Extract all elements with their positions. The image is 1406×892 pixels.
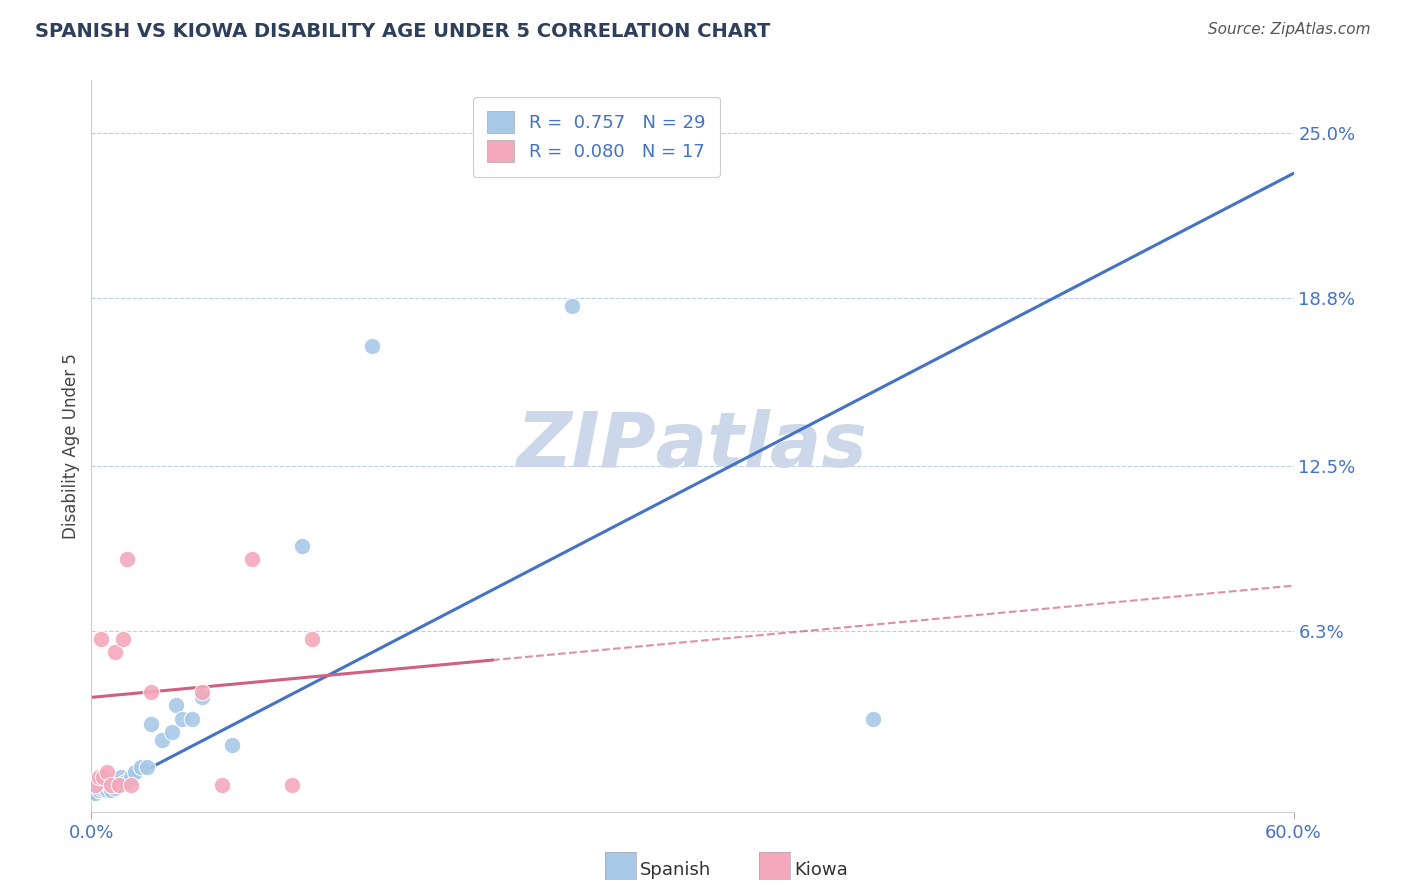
Point bbox=[121, 778, 143, 792]
Point bbox=[150, 732, 173, 747]
Point bbox=[96, 764, 118, 779]
Point bbox=[93, 770, 115, 784]
Point bbox=[360, 339, 382, 353]
Point bbox=[90, 632, 112, 646]
Point bbox=[93, 778, 115, 792]
Point bbox=[89, 783, 111, 797]
Point bbox=[84, 786, 107, 800]
Point bbox=[89, 770, 111, 784]
Point bbox=[108, 778, 131, 792]
Text: Source: ZipAtlas.com: Source: ZipAtlas.com bbox=[1208, 22, 1371, 37]
Point bbox=[121, 770, 143, 784]
Point bbox=[160, 725, 183, 739]
Point bbox=[104, 645, 127, 659]
Point bbox=[103, 775, 125, 789]
Point bbox=[211, 778, 233, 792]
Point bbox=[240, 552, 263, 566]
Point bbox=[96, 783, 118, 797]
Point bbox=[100, 778, 122, 792]
Point bbox=[117, 552, 139, 566]
Point bbox=[104, 780, 127, 795]
Text: ZIP​atlas: ZIP​atlas bbox=[517, 409, 868, 483]
Legend: R =  0.757   N = 29, R =  0.080   N = 17: R = 0.757 N = 29, R = 0.080 N = 17 bbox=[472, 96, 720, 177]
Text: Spanish: Spanish bbox=[640, 861, 711, 879]
Y-axis label: Disability Age Under 5: Disability Age Under 5 bbox=[62, 353, 80, 539]
Point bbox=[94, 780, 117, 795]
Point bbox=[131, 759, 153, 773]
Point bbox=[862, 712, 884, 726]
Text: Kiowa: Kiowa bbox=[794, 861, 848, 879]
Point bbox=[170, 712, 193, 726]
Point bbox=[84, 778, 107, 792]
Point bbox=[114, 775, 136, 789]
Point bbox=[112, 632, 135, 646]
Point bbox=[561, 299, 583, 313]
Point bbox=[141, 685, 163, 699]
Text: SPANISH VS KIOWA DISABILITY AGE UNDER 5 CORRELATION CHART: SPANISH VS KIOWA DISABILITY AGE UNDER 5 … bbox=[35, 22, 770, 41]
Point bbox=[107, 778, 129, 792]
Point bbox=[98, 778, 121, 792]
Point bbox=[165, 698, 187, 713]
Point bbox=[90, 780, 112, 795]
Point bbox=[190, 690, 212, 705]
Point bbox=[301, 632, 323, 646]
Point bbox=[190, 685, 212, 699]
Point bbox=[124, 764, 146, 779]
Point bbox=[136, 759, 159, 773]
Point bbox=[141, 717, 163, 731]
Point bbox=[291, 539, 314, 553]
Point bbox=[281, 778, 304, 792]
Point bbox=[180, 712, 202, 726]
Point bbox=[221, 738, 243, 752]
Point bbox=[110, 770, 132, 784]
Point bbox=[100, 783, 122, 797]
